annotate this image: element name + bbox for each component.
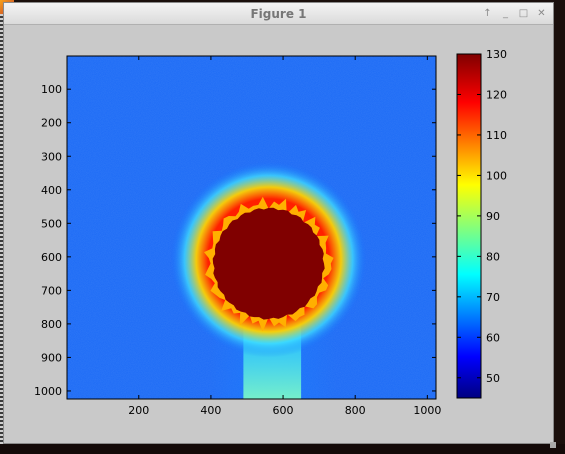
desktop-background (0, 444, 565, 454)
y-tick-label: 200 (41, 117, 62, 130)
x-tick-label: 400 (200, 404, 221, 417)
plot-svg: 200 400 600 800 1000 100 200 300 400 500 600 700 800… (34, 48, 507, 417)
title-bar[interactable]: Figure 1 ↑ _ □ ✕ (4, 3, 553, 25)
colorbar-tick-label: 60 (486, 331, 500, 344)
close-icon[interactable]: ✕ (537, 8, 546, 19)
y-tick-label: 800 (41, 318, 62, 331)
x-tick-label: 800 (345, 404, 366, 417)
pin-icon[interactable]: ↑ (483, 8, 492, 19)
window-resize-handle[interactable] (550, 442, 556, 448)
y-tick-label: 100 (41, 83, 62, 96)
colorbar-tick-label: 120 (486, 88, 507, 101)
y-tick-label: 600 (41, 251, 62, 264)
colorbar-tick-label: 100 (486, 169, 507, 182)
colorbar-tick-label: 110 (486, 129, 507, 142)
desktop-edge (0, 0, 3, 454)
colorbar-tick-label: 90 (486, 210, 500, 223)
window-title: Figure 1 (250, 7, 307, 21)
y-tick-label: 700 (41, 284, 62, 297)
colorbar-tick-label: 80 (486, 250, 500, 263)
colorbar-tick-label: 130 (486, 48, 507, 61)
x-tick-label: 1000 (413, 404, 441, 417)
heatmap-image (67, 56, 436, 399)
maximize-icon[interactable]: □ (518, 8, 529, 19)
y-tick-label: 300 (41, 150, 62, 163)
y-tick-label: 1000 (34, 385, 62, 398)
axes-frame (66, 55, 437, 400)
saturated-disk (212, 207, 325, 320)
figure-canvas: 200 400 600 800 1000 100 200 300 400 500 600 700 800… (4, 25, 553, 443)
x-tick-label: 200 (128, 404, 149, 417)
y-tick-label: 400 (41, 184, 62, 197)
colorbar (456, 53, 482, 399)
figure-window: Figure 1 ↑ _ □ ✕ (3, 2, 554, 444)
y-tick-label: 500 (41, 217, 62, 230)
colorbar-tick-label: 50 (486, 372, 500, 385)
y-tick-label: 900 (41, 351, 62, 364)
colorbar-tick-label: 70 (486, 291, 500, 304)
minimize-icon[interactable]: _ (503, 8, 508, 19)
x-tick-label: 600 (273, 404, 294, 417)
